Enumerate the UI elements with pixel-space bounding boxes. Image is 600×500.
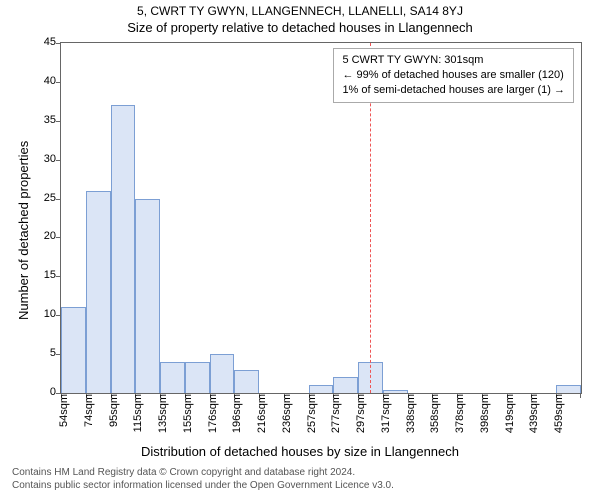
histogram-bar bbox=[210, 354, 235, 393]
legend-line1: 5 CWRT TY GWYN: 301sqm bbox=[342, 53, 565, 68]
x-tick-label: 277sqm bbox=[330, 394, 342, 433]
x-tick-label: 236sqm bbox=[281, 394, 293, 433]
y-tick-label: 40 bbox=[26, 75, 56, 87]
y-tick-label: 45 bbox=[26, 36, 56, 48]
x-tick-label: 54sqm bbox=[58, 394, 70, 427]
x-tick-label: 196sqm bbox=[231, 394, 243, 433]
legend-box: 5 CWRT TY GWYN: 301sqm← 99% of detached … bbox=[333, 48, 574, 103]
histogram-bar bbox=[185, 362, 210, 393]
x-tick-label: 74sqm bbox=[83, 394, 95, 427]
x-tick-label: 358sqm bbox=[429, 394, 441, 433]
x-tick-label: 135sqm bbox=[157, 394, 169, 433]
histogram-bar bbox=[111, 105, 136, 393]
x-tick-label: 398sqm bbox=[479, 394, 491, 433]
x-tick-label: 378sqm bbox=[454, 394, 466, 433]
x-tick-label: 419sqm bbox=[504, 394, 516, 433]
chart-container: 5, CWRT TY GWYN, LLANGENNECH, LLANELLI, … bbox=[0, 0, 600, 500]
histogram-bar bbox=[383, 390, 408, 393]
y-tick-label: 25 bbox=[26, 192, 56, 204]
x-tick-label: 439sqm bbox=[528, 394, 540, 433]
chart-title-address: 5, CWRT TY GWYN, LLANGENNECH, LLANELLI, … bbox=[0, 4, 600, 18]
y-tick-label: 30 bbox=[26, 153, 56, 165]
y-tick-label: 35 bbox=[26, 114, 56, 126]
chart-title-desc: Size of property relative to detached ho… bbox=[0, 20, 600, 35]
x-tick-label: 95sqm bbox=[108, 394, 120, 427]
histogram-bar bbox=[333, 377, 358, 393]
x-tick-label: 176sqm bbox=[207, 394, 219, 433]
y-tick-label: 20 bbox=[26, 230, 56, 242]
x-tick-label: 297sqm bbox=[355, 394, 367, 433]
y-tick-label: 5 bbox=[26, 347, 56, 359]
histogram-bar bbox=[135, 199, 160, 393]
x-tick-label: 216sqm bbox=[256, 394, 268, 433]
footer-line2: Contains public sector information licen… bbox=[12, 479, 588, 492]
y-tick-mark bbox=[56, 276, 61, 277]
x-tick-label: 155sqm bbox=[182, 394, 194, 433]
y-tick-mark bbox=[56, 199, 61, 200]
histogram-bar bbox=[309, 385, 334, 393]
x-tick-label: 459sqm bbox=[553, 394, 565, 433]
footer-line1: Contains HM Land Registry data © Crown c… bbox=[12, 466, 588, 479]
y-tick-label: 15 bbox=[26, 269, 56, 281]
footer-attribution: Contains HM Land Registry data © Crown c… bbox=[0, 466, 600, 492]
y-tick-mark bbox=[56, 43, 61, 44]
y-tick-mark bbox=[56, 237, 61, 238]
y-tick-label: 0 bbox=[26, 386, 56, 398]
y-tick-mark bbox=[56, 82, 61, 83]
x-tick-label: 115sqm bbox=[132, 394, 144, 432]
x-tick-label: 257sqm bbox=[306, 394, 318, 433]
legend-line3: 1% of semi-detached houses are larger (1… bbox=[342, 83, 565, 98]
x-tick-mark bbox=[580, 393, 581, 398]
histogram-bar bbox=[86, 191, 111, 393]
y-tick-mark bbox=[56, 160, 61, 161]
x-tick-label: 317sqm bbox=[380, 394, 392, 433]
histogram-bar bbox=[160, 362, 185, 393]
x-axis-label: Distribution of detached houses by size … bbox=[0, 444, 600, 459]
histogram-bar bbox=[234, 370, 259, 393]
histogram-bar bbox=[556, 385, 581, 393]
x-tick-label: 338sqm bbox=[405, 394, 417, 433]
legend-line2: ← 99% of detached houses are smaller (12… bbox=[342, 68, 565, 83]
y-tick-mark bbox=[56, 121, 61, 122]
y-tick-label: 10 bbox=[26, 308, 56, 320]
histogram-bar bbox=[61, 307, 86, 393]
